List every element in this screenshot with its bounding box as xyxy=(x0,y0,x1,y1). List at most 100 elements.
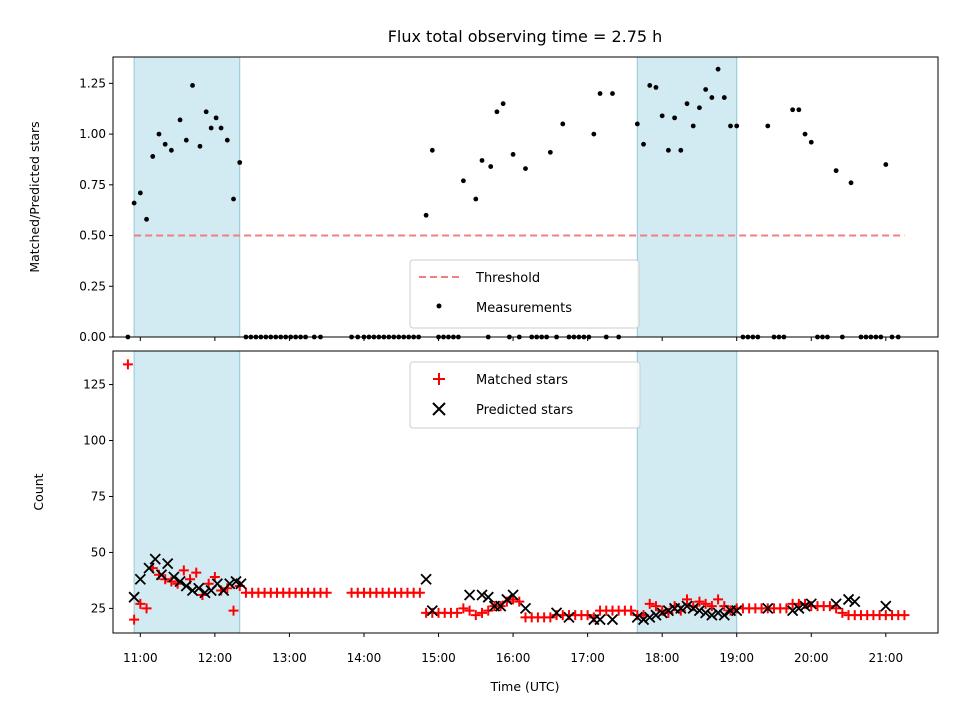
measurement-point xyxy=(591,131,597,137)
top-y-tick-label: 0.75 xyxy=(79,178,106,192)
x-axis-label: Time (UTC) xyxy=(489,679,559,694)
predicted-star-point xyxy=(799,600,811,612)
matched-star-point xyxy=(545,612,556,623)
measurement-point xyxy=(634,121,640,127)
legend-predicted-swatch xyxy=(432,402,446,416)
predicted-star-point xyxy=(420,573,432,585)
measurement-point xyxy=(500,101,506,107)
bottom-y-tick-label: 50 xyxy=(91,545,106,559)
predicted-star-point xyxy=(712,607,724,619)
bottom-y-axis-label: Count xyxy=(31,473,46,510)
bottom-legend: Matched stars Predicted stars xyxy=(409,361,641,429)
legend-measurements-swatch xyxy=(436,303,442,309)
measurement-point xyxy=(429,147,435,153)
top-shaded-interval xyxy=(636,56,738,338)
measurement-point xyxy=(802,131,808,137)
measurement-point xyxy=(156,131,162,137)
measurement-point xyxy=(510,151,516,157)
measurement-point xyxy=(697,105,702,111)
matched-star-point xyxy=(644,598,655,609)
bottom-shaded-interval xyxy=(636,350,738,634)
measurement-point xyxy=(790,107,796,113)
x-tick-label: 16:00 xyxy=(496,651,531,665)
predicted-star-point xyxy=(149,553,161,565)
measurement-point xyxy=(610,91,615,96)
chart-title: Flux total observing time = 2.75 h xyxy=(388,27,663,46)
measurement-point xyxy=(672,115,677,121)
predicted-star-point xyxy=(644,611,656,623)
bottom-y-tick-label: 125 xyxy=(83,378,106,392)
matched-star-point xyxy=(719,601,730,612)
measurement-point xyxy=(213,115,219,121)
measurement-point xyxy=(460,178,466,184)
measurement-point xyxy=(703,87,709,92)
measurement-point xyxy=(168,147,174,153)
matched-star-point xyxy=(135,598,146,609)
legend-matched-label: Matched stars xyxy=(476,373,568,388)
matched-star-point xyxy=(650,601,661,612)
predicted-star-point xyxy=(880,600,892,612)
matched-star-point xyxy=(222,583,233,594)
legend-matched-swatch xyxy=(433,373,445,385)
matched-star-point xyxy=(452,607,463,618)
bottom-y-tick-label: 75 xyxy=(91,489,106,503)
measurement-point xyxy=(883,162,889,167)
measurement-point xyxy=(197,143,203,149)
top-y-tick-label: 1.00 xyxy=(79,127,106,141)
measurement-point xyxy=(647,83,653,88)
x-tick-label: 13:00 xyxy=(272,651,307,665)
matched-star-point xyxy=(464,605,475,616)
predicted-star-point xyxy=(842,593,855,606)
measurement-point xyxy=(597,91,603,96)
measurement-point xyxy=(734,123,740,129)
measurement-point xyxy=(473,196,479,202)
matched-star-point xyxy=(700,598,711,609)
measurement-point xyxy=(137,190,143,196)
measurement-point xyxy=(808,139,814,145)
predicted-star-point xyxy=(700,607,712,619)
top-legend: Threshold Measurements xyxy=(409,259,640,329)
predicted-star-point xyxy=(235,578,247,590)
predicted-star-point xyxy=(563,611,575,623)
predicted-star-point xyxy=(186,584,199,597)
matched-star-point xyxy=(141,603,152,614)
measurement-point xyxy=(547,149,553,155)
matched-star-point xyxy=(166,576,177,587)
bottom-legend-box xyxy=(409,361,641,429)
measurement-point xyxy=(479,158,485,163)
predicted-star-point xyxy=(507,589,519,601)
measurement-point xyxy=(715,66,721,72)
matched-star-point xyxy=(129,614,140,625)
predicted-star-point xyxy=(762,602,774,615)
top-y-tick-label: 0.00 xyxy=(79,330,106,344)
predicted-star-point xyxy=(501,593,513,606)
predicted-star-point xyxy=(463,589,476,601)
predicted-star-point xyxy=(199,587,211,599)
x-tick-label: 11:00 xyxy=(123,651,158,665)
predicted-star-point xyxy=(550,607,563,619)
predicted-star-point xyxy=(482,591,494,603)
measurement-point xyxy=(833,168,839,174)
predicted-star-point xyxy=(631,611,643,623)
measurement-point xyxy=(659,113,665,119)
predicted-star-point xyxy=(143,562,155,574)
measurement-point xyxy=(183,137,189,143)
bottom-y-tick-label: 100 xyxy=(83,434,106,448)
measurement-point xyxy=(796,107,802,113)
predicted-star-point xyxy=(594,613,606,626)
measurement-point xyxy=(162,141,168,147)
predicted-star-point xyxy=(706,609,718,621)
measurement-point xyxy=(177,117,183,123)
measurement-point xyxy=(721,95,727,100)
matched-star-point xyxy=(694,596,705,607)
matched-star-point xyxy=(682,594,693,605)
matched-star-point xyxy=(514,596,525,607)
x-tick-label: 14:00 xyxy=(347,651,382,665)
x-tick-label: 19:00 xyxy=(719,651,754,665)
x-tick-label: 21:00 xyxy=(869,651,904,665)
measurement-point xyxy=(131,200,137,206)
matched-star-point xyxy=(837,607,848,618)
matched-star-point xyxy=(122,359,133,370)
predicted-star-point xyxy=(718,609,730,621)
